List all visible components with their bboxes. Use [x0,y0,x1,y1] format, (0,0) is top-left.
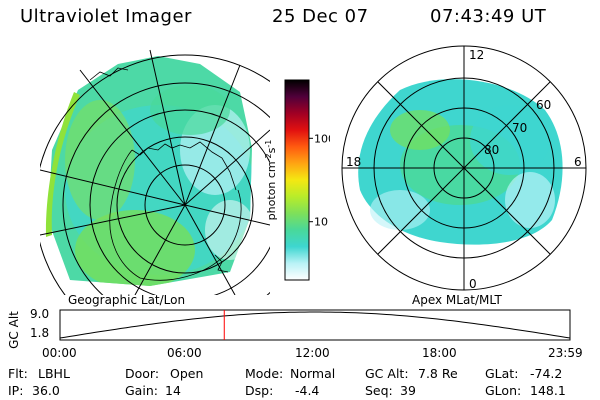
geographic-grid [40,49,270,295]
geographic-caption: Geographic Lat/Lon [68,293,186,307]
mlat-label-70: 70 [512,121,527,135]
mlat-label-80: 80 [484,143,499,157]
mode-label: Mode: [245,366,284,381]
glon-label: GLon: [485,383,522,398]
orbit-xtick-2359: 23:59 [548,346,583,360]
door-label: Door: [125,366,160,381]
polar-mlat-mlt-panel: 12 18 6 0 60 70 80 [341,45,587,291]
colorbar: photon cm-2s-1 100 10 [264,79,330,281]
ip-label: IP: [8,383,24,398]
dsp-label: Dsp: [245,383,274,398]
orbit-xtick-12: 12:00 [295,346,330,360]
door-value: Open [170,366,204,381]
geographic-image-panel [40,49,270,295]
colorbar-tick-label-1: 10 [314,216,328,229]
orbit-xtick-06: 06:00 [167,346,202,360]
mlt-label-0: 0 [469,277,477,291]
aurora-intensity-left [45,56,252,286]
gain-label: Gain: [125,383,158,398]
mlt-label-6: 6 [574,155,582,169]
colorbar-gradient [284,79,310,281]
aurora-intensity-right [358,79,563,245]
time-label: 07:43:49 UT [430,6,547,27]
orbit-ylabel: GC Alt [7,311,21,349]
glat-label: GLat: [485,366,519,381]
dsp-value: -4.4 [295,383,320,398]
apex-caption: Apex MLat/MLT [412,293,502,307]
seq-label: Seq: [365,383,393,398]
date-label: 25 Dec 07 [272,6,369,27]
gc-alt-label: GC Alt: [365,366,409,381]
filter-value: LBHL [38,366,70,381]
orbit-xtick-18: 18:00 [422,346,457,360]
orbit-ytick-bottom: 1.8 [30,326,49,340]
filter-label: Flt: [8,366,28,381]
polar-grid [341,45,587,291]
coastline [89,67,242,281]
colorbar-tick-label-0: 100 [314,132,330,145]
orbit-xtick-00: 00:00 [42,346,77,360]
mlt-label-12: 12 [469,48,484,62]
orbit-altitude-curve [59,311,571,339]
glon-value: 148.1 [530,383,566,398]
gain-value: 14 [165,383,181,398]
colorbar-unit-label: photon cm-2s-1 [264,140,278,221]
mode-value: Normal [290,366,336,381]
gc-alt-value: 7.8 Re [418,366,458,381]
orbit-ytick-top: 9.0 [30,307,49,321]
ip-value: 36.0 [32,383,60,398]
mlt-label-18: 18 [346,155,361,169]
seq-value: 39 [400,383,416,398]
orbit-altitude-plot: GC Alt 9.0 1.8 [7,307,571,349]
instrument-title: Ultraviolet Imager [20,6,192,27]
orbit-plot-frame [59,309,571,341]
glat-value: -74.2 [530,366,563,381]
mlat-label-60: 60 [536,98,551,112]
